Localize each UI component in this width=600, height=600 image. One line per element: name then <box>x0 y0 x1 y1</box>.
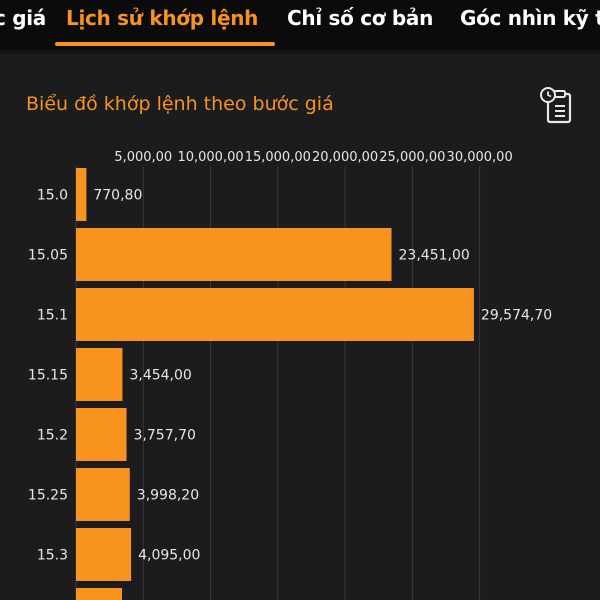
category-label: 15.05 <box>28 248 68 264</box>
bar[interactable] <box>76 228 392 281</box>
value-label: 4,095,00 <box>138 548 200 564</box>
value-label: 29,574,70 <box>481 308 552 324</box>
x-tick-label: 20,000,00 <box>312 150 378 165</box>
value-label: 3,454,00 <box>129 368 191 384</box>
value-label: 23,451,00 <box>399 248 470 264</box>
x-tick-label: 10,000,00 <box>177 150 243 165</box>
tab-fundamentals[interactable]: Chỉ số cơ bản <box>287 6 434 30</box>
category-label: 15.15 <box>28 368 68 384</box>
bar[interactable] <box>76 168 87 221</box>
category-label: 15.1 <box>37 308 68 324</box>
bar[interactable] <box>76 348 123 401</box>
x-tick-label: 5,000,00 <box>114 150 172 165</box>
bar[interactable] <box>76 288 474 341</box>
active-tab-indicator <box>55 42 275 46</box>
tab-technical-view[interactable]: Góc nhìn kỹ t <box>460 6 600 30</box>
clipboard-clock-icon[interactable] <box>536 84 576 128</box>
x-tick-label: 30,000,00 <box>447 150 513 165</box>
value-label: 770,80 <box>93 188 142 204</box>
tab-price-step[interactable]: c giá <box>0 6 46 30</box>
value-label: 3,998,20 <box>137 488 199 504</box>
x-tick-label: 15,000,00 <box>245 150 311 165</box>
tab-bar: c giá Lịch sử khớp lệnh Chỉ số cơ bản Gó… <box>0 0 600 50</box>
chart-title: Biểu đồ khớp lệnh theo bước giá <box>26 93 334 115</box>
x-tick-label: 25,000,00 <box>379 150 445 165</box>
category-label: 15.3 <box>37 548 68 564</box>
bar-partial <box>76 588 122 600</box>
value-label: 3,757,70 <box>134 428 196 444</box>
bar[interactable] <box>76 528 132 581</box>
category-label: 15.2 <box>37 428 68 444</box>
tab-match-history[interactable]: Lịch sử khớp lệnh <box>66 6 259 30</box>
category-label: 15.25 <box>28 488 68 504</box>
bar[interactable] <box>76 408 127 461</box>
bar[interactable] <box>76 468 130 521</box>
category-label: 15.0 <box>37 188 68 204</box>
